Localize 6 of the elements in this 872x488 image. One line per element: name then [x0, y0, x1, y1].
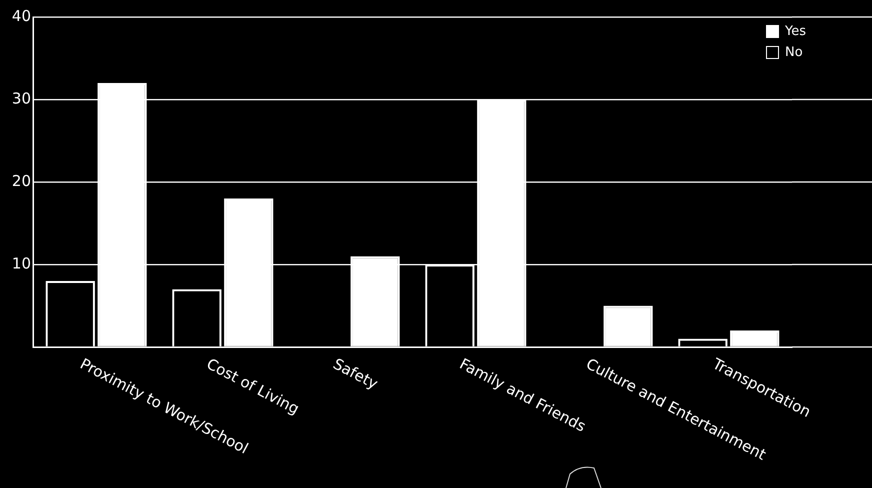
legend-label: Yes: [785, 24, 806, 39]
y-tick-label: 30: [12, 89, 31, 108]
legend-label: No: [785, 45, 803, 60]
y-tick-label: 40: [12, 6, 31, 25]
y-tick-label: 10: [12, 254, 31, 272]
y-tick-label: 20: [12, 172, 31, 190]
